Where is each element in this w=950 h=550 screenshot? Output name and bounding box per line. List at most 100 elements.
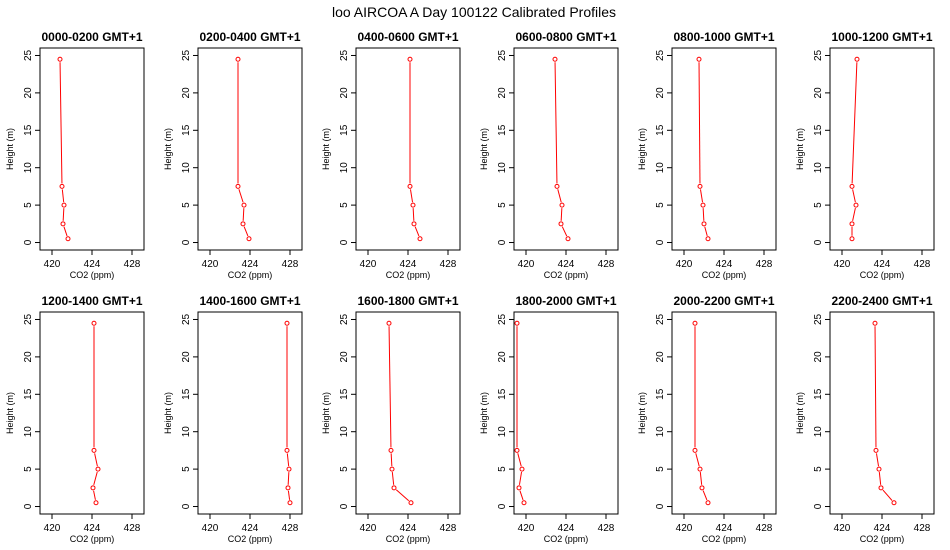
data-point	[697, 466, 703, 472]
data-point	[559, 202, 565, 208]
panel-title: 0000-0200 GMT+1	[41, 30, 142, 44]
x-tick-label: 424	[874, 523, 891, 534]
x-tick-label: 428	[282, 523, 299, 534]
y-tick-label: 25	[655, 49, 666, 61]
panel-8: 1400-1600 GMT+1 420 424 428 0 5 10 15 20 25 CO2 (p…	[163, 294, 303, 544]
y-tick-label: 5	[813, 466, 824, 472]
profile-segment	[94, 453, 98, 467]
y-axis-label: Height (m)	[479, 128, 489, 170]
y-tick-label: 25	[23, 49, 34, 61]
data-point	[93, 500, 99, 506]
x-tick-label: 428	[756, 259, 773, 270]
data-point	[235, 56, 241, 62]
y-tick-label: 10	[181, 426, 192, 438]
x-tick-label: 428	[914, 259, 931, 270]
profile-segment	[287, 490, 291, 500]
y-tick-label: 20	[655, 87, 666, 99]
profile-segment	[557, 189, 562, 203]
panel-6: 1000-1200 GMT+1 420 424 428 0 5 10 15 20 25 CO2 (p…	[795, 30, 935, 280]
profile-segment	[414, 226, 420, 237]
y-tick-label: 0	[813, 239, 824, 245]
x-tick-label: 420	[518, 259, 535, 270]
x-tick-label: 420	[676, 259, 693, 270]
y-tick-label: 20	[339, 87, 350, 99]
panel-title: 0200-0400 GMT+1	[199, 30, 300, 44]
y-tick-label: 0	[181, 503, 192, 509]
x-tick-label: 420	[202, 259, 219, 270]
x-axis-label: CO2 (ppm)	[860, 534, 905, 544]
y-axis-label: Height (m)	[795, 128, 805, 170]
x-tick-label: 428	[914, 523, 931, 534]
data-point	[389, 466, 395, 472]
profile-segment	[561, 226, 568, 237]
x-axis-label: CO2 (ppm)	[70, 270, 115, 280]
y-tick-label: 20	[655, 351, 666, 363]
y-tick-label: 15	[497, 124, 508, 136]
x-tick-label: 420	[44, 523, 61, 534]
y-tick-label: 10	[339, 426, 350, 438]
profile-segment	[852, 189, 856, 203]
data-point	[849, 236, 855, 242]
data-point	[700, 202, 706, 208]
data-point	[692, 447, 698, 453]
data-point	[391, 485, 397, 491]
y-tick-label: 5	[655, 202, 666, 208]
profile-segment	[882, 489, 893, 501]
data-point	[91, 320, 97, 326]
data-point	[519, 466, 525, 472]
y-tick-label: 0	[339, 503, 350, 509]
data-point	[853, 202, 859, 208]
profile-segment	[287, 472, 290, 485]
x-tick-label: 424	[400, 259, 417, 270]
data-point	[699, 485, 705, 491]
panel-title: 1600-1800 GMT+1	[357, 294, 458, 308]
profile-segment	[878, 472, 882, 485]
profile-segment	[699, 472, 703, 485]
plot-frame	[39, 47, 145, 251]
data-point	[873, 447, 879, 453]
x-tick-label: 424	[84, 523, 101, 534]
x-tick-label: 424	[84, 259, 101, 270]
data-point	[696, 56, 702, 62]
profile-segment	[695, 453, 700, 467]
profile-segment	[852, 207, 856, 221]
x-tick-label: 424	[558, 523, 575, 534]
x-tick-label: 428	[756, 523, 773, 534]
y-tick-label: 25	[339, 49, 350, 61]
x-tick-label: 424	[242, 259, 259, 270]
x-tick-label: 428	[124, 523, 141, 534]
data-point	[284, 320, 290, 326]
profile-segment	[62, 208, 65, 221]
panel-11: 2000-2200 GMT+1 420 424 428 0 5 10 15 20 25 CO2 (p…	[637, 294, 777, 544]
x-axis-label: CO2 (ppm)	[228, 534, 273, 544]
y-tick-label: 25	[497, 313, 508, 325]
y-tick-label: 15	[339, 124, 350, 136]
profile-segment	[518, 471, 523, 485]
x-tick-label: 424	[874, 259, 891, 270]
data-point	[872, 320, 878, 326]
data-point	[57, 56, 63, 62]
plot-frame	[197, 47, 303, 251]
x-tick-label: 428	[598, 259, 615, 270]
data-point	[565, 236, 571, 242]
panel-9: 1600-1800 GMT+1 420 424 428 0 5 10 15 20 25 CO2 (p…	[321, 294, 461, 544]
x-tick-label: 428	[598, 523, 615, 534]
x-tick-label: 424	[242, 523, 259, 534]
panels-grid: 0000-0200 GMT+1 420 424 428 0 5 10 15 20 25 CO2 (p…	[5, 30, 935, 544]
y-tick-label: 5	[181, 466, 192, 472]
x-axis-label: CO2 (ppm)	[544, 534, 589, 544]
data-point	[284, 447, 290, 453]
y-tick-label: 10	[813, 162, 824, 174]
profile-segment	[286, 453, 290, 467]
data-point	[285, 485, 291, 491]
panel-title: 1000-1200 GMT+1	[831, 30, 932, 44]
y-tick-label: 25	[181, 49, 192, 61]
data-point	[65, 236, 71, 242]
plot-frame	[829, 311, 935, 515]
profile-segment	[519, 490, 524, 501]
y-axis-label: Height (m)	[5, 128, 15, 170]
y-tick-label: 0	[339, 239, 350, 245]
y-tick-label: 25	[23, 313, 34, 325]
y-axis-label: Height (m)	[637, 128, 647, 170]
